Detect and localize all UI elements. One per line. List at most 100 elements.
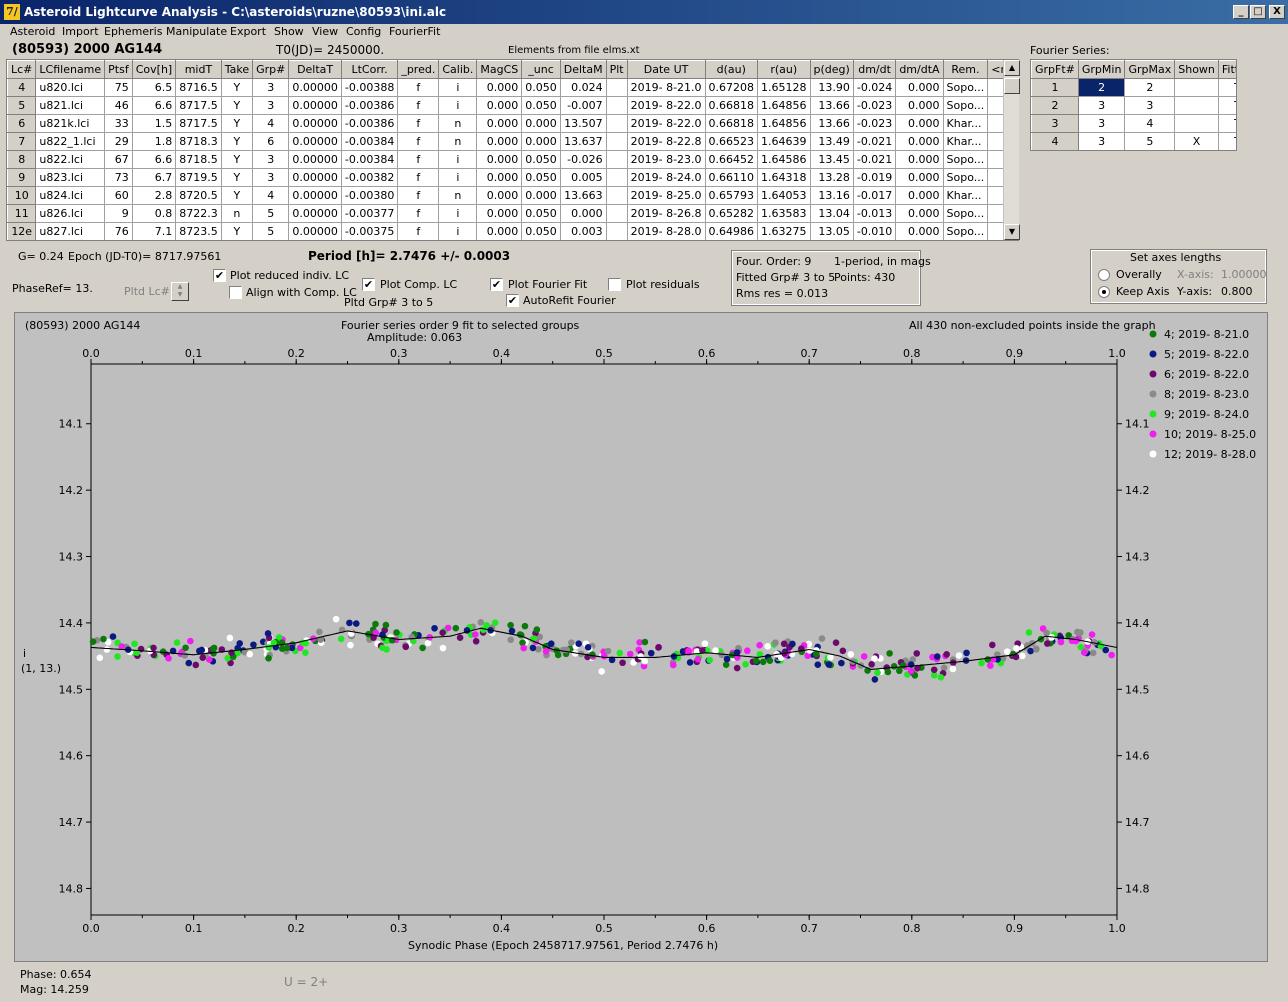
table-cell[interactable]: 13.66 [809,96,854,115]
table-cell[interactable]: Y [220,150,254,169]
table-cell[interactable]: 3 [1077,96,1126,115]
table-cell[interactable]: -0.00386 [340,96,399,115]
table-cell[interactable]: 1.64856 [757,114,811,133]
table-row[interactable]: 11 u826.lci 9 0.8 8722.3 n 5 0.00000 -0.00377 f i 0… [7,204,1018,223]
table-cell[interactable]: 0.000 [476,78,523,97]
table-cell[interactable]: 0.66818 [704,96,759,115]
lc-col-header[interactable]: p(deg) [809,60,854,79]
table-cell[interactable]: 13.90 [809,78,854,97]
menu-show[interactable]: Show [274,25,304,38]
table-cell[interactable]: -0.024 [852,78,897,97]
row-header[interactable]: 9 [7,168,37,187]
table-cell[interactable]: 0.000 [476,96,523,115]
table-cell[interactable]: 33 [104,114,133,133]
table-cell[interactable]: 2 [1124,78,1176,97]
table-cell[interactable]: 8717.5 [175,114,222,133]
fourier-row[interactable]: 435XT [1031,132,1236,150]
table-cell[interactable]: Sopo... [942,78,989,97]
table-cell[interactable]: 46 [104,96,133,115]
table-cell[interactable]: 3 [252,96,290,115]
table-cell[interactable]: 0.000 [895,78,944,97]
lc-col-header[interactable]: LtCorr. [340,60,399,79]
menu-export[interactable]: Export [230,25,267,38]
table-cell[interactable]: -0.013 [852,204,897,223]
table-cell[interactable]: 3 [252,150,290,169]
table-cell[interactable]: 0.000 [476,114,523,133]
table-cell[interactable]: 0.000 [895,114,944,133]
table-cell[interactable]: 29 [104,132,133,151]
lc-col-header[interactable]: Calib. [438,60,478,79]
table-cell[interactable]: T [1217,132,1236,150]
table-cell[interactable]: 0.000 [521,114,561,133]
table-cell[interactable]: 0.000 [476,132,523,151]
table-cell[interactable]: 13.28 [809,168,854,187]
table-cell[interactable]: T [1217,114,1236,133]
table-cell[interactable]: 2019- 8-23.0 [626,150,706,169]
table-cell[interactable]: i [438,204,478,223]
table-cell[interactable]: 2019- 8-22.0 [626,96,706,115]
table-cell[interactable]: 4 [1124,114,1176,133]
table-cell[interactable]: f [397,78,440,97]
table-cell[interactable]: Y [220,96,254,115]
table-cell[interactable]: 6.6 [131,150,177,169]
menu-ephemeris[interactable]: Ephemeris [104,25,163,38]
table-cell[interactable]: 0.000 [476,222,523,240]
table-cell[interactable]: n [438,186,478,205]
table-cell[interactable]: 0.65282 [704,204,759,223]
table-cell[interactable]: u822_1.lci [35,132,106,151]
table-cell[interactable]: 0.00000 [288,150,342,169]
table-cell[interactable]: 0.65793 [704,186,759,205]
table-cell[interactable]: 13.49 [809,132,854,151]
align-comp-checkbox[interactable] [229,286,242,299]
table-cell[interactable]: 5 [252,222,290,240]
table-cell[interactable]: 0.000 [895,186,944,205]
table-cell[interactable]: 0.00000 [288,168,342,187]
table-cell[interactable]: u823.lci [35,168,106,187]
table-cell[interactable] [605,222,628,240]
table-cell[interactable]: 0.024 [559,78,607,97]
table-cell[interactable]: Y [220,132,254,151]
lc-col-header[interactable]: Cov[h] [131,60,177,79]
table-cell[interactable]: 60 [104,186,133,205]
table-cell[interactable] [605,132,628,151]
minimize-button[interactable]: _ [1233,5,1249,19]
lc-col-header[interactable]: midT [175,60,222,79]
table-cell[interactable]: 0.00000 [288,96,342,115]
table-row[interactable]: 6 u821k.lci 33 1.5 8717.5 Y 4 0.00000 -0.00386 f n… [7,114,1018,133]
table-cell[interactable]: n [438,132,478,151]
table-cell[interactable]: 1.64856 [757,96,811,115]
table-cell[interactable]: f [397,204,440,223]
table-cell[interactable]: 8719.5 [175,168,222,187]
table-cell[interactable]: 0.000 [476,204,523,223]
fourier-col-header[interactable]: GrpMin [1077,60,1126,79]
x-axis-value[interactable]: 1.00000 [1221,268,1267,281]
table-cell[interactable]: Y [220,186,254,205]
table-cell[interactable]: 6.6 [131,96,177,115]
row-header[interactable]: 3 [1031,114,1079,133]
table-cell[interactable] [605,114,628,133]
table-cell[interactable]: 0.00000 [288,114,342,133]
table-cell[interactable]: u820.lci [35,78,106,97]
table-cell[interactable]: 0.000 [895,132,944,151]
table-cell[interactable] [1174,96,1219,115]
table-cell[interactable]: -0.00377 [340,204,399,223]
menu-config[interactable]: Config [346,25,382,38]
table-cell[interactable]: 6 [252,132,290,151]
row-header[interactable]: 8 [7,150,37,169]
row-header[interactable]: 6 [7,114,37,133]
table-cell[interactable]: 13.637 [559,132,607,151]
table-cell[interactable]: 0.005 [559,168,607,187]
lc-col-header[interactable]: DeltaT [288,60,342,79]
lightcurve-grid[interactable]: Lc# LCfilename Ptsf Cov[h] midT Take Grp# Delta… [6,59,1019,241]
row-header[interactable]: 7 [7,132,37,151]
table-cell[interactable]: 13.04 [809,204,854,223]
table-cell[interactable]: 2019- 8-28.0 [626,222,706,240]
row-header[interactable]: 1 [1031,78,1079,97]
table-cell[interactable]: i [438,168,478,187]
table-cell[interactable]: Sopo... [942,168,989,187]
table-cell[interactable]: 3 [1124,96,1176,115]
row-header[interactable]: 12e [7,222,37,240]
table-cell[interactable]: Sopo... [942,222,989,240]
table-cell[interactable]: i [438,150,478,169]
table-cell[interactable]: 8718.5 [175,150,222,169]
